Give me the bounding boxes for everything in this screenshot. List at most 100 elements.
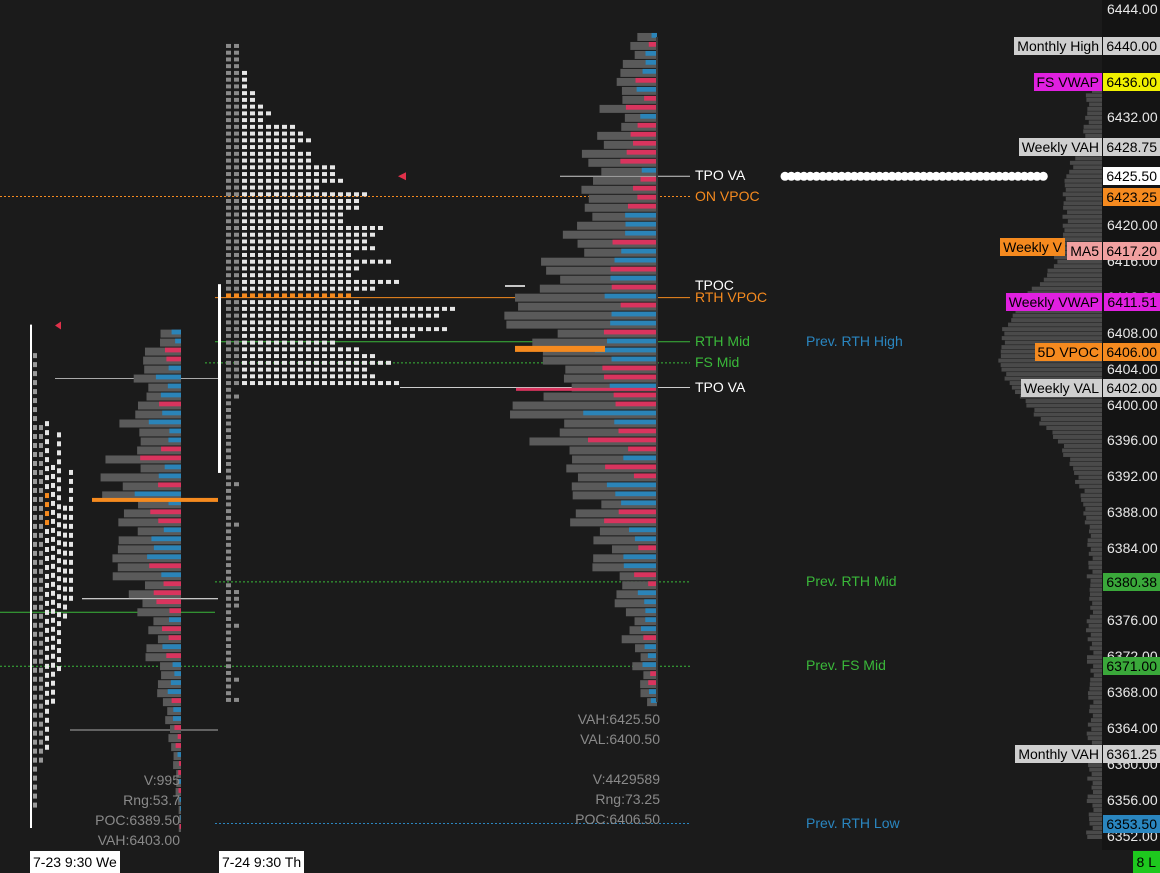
tpo-block xyxy=(322,333,327,338)
dot-marker xyxy=(900,171,910,181)
tpo-block xyxy=(39,460,43,466)
tpo-block xyxy=(274,259,279,264)
price-tag-value: 6402.00 xyxy=(1103,378,1160,397)
composite-bar xyxy=(1084,520,1102,525)
tpo-block xyxy=(226,583,231,588)
tpo-block xyxy=(362,259,367,264)
tpo-block xyxy=(266,327,271,332)
composite-bar xyxy=(1086,619,1102,624)
tpo-block xyxy=(290,246,295,251)
tpo-block xyxy=(258,219,263,224)
composite-bar xyxy=(1090,677,1102,682)
composite-bar xyxy=(1088,120,1102,125)
tpo-block xyxy=(274,124,279,129)
dot-marker xyxy=(843,171,853,181)
composite-bar xyxy=(1088,551,1102,556)
delta-bar xyxy=(610,275,657,281)
tpo-block xyxy=(45,546,49,552)
composite-bar xyxy=(1000,363,1102,368)
tpo-block xyxy=(51,608,55,614)
tpo-block xyxy=(314,219,319,224)
tpo-block xyxy=(274,246,279,251)
tpo-block xyxy=(234,697,239,702)
volume-bar xyxy=(643,671,657,680)
volume-bar xyxy=(601,167,657,176)
tpo-block xyxy=(282,199,287,204)
tpo-block xyxy=(450,306,455,311)
tpo-block xyxy=(282,313,287,318)
tpo-block xyxy=(250,158,255,163)
volume-bar xyxy=(504,311,657,320)
tpo-block xyxy=(69,559,73,565)
tpo-block xyxy=(306,165,311,170)
tpo-block xyxy=(242,219,247,224)
tpo-block xyxy=(322,165,327,170)
tpo-block xyxy=(282,306,287,311)
tpo-block xyxy=(290,165,295,170)
tpo-block xyxy=(242,178,247,183)
tpo-block xyxy=(266,347,271,352)
tpo-block xyxy=(226,603,231,608)
tpo-block xyxy=(266,124,271,129)
volume-bar xyxy=(140,464,181,473)
delta-bar xyxy=(618,509,657,515)
tpo-block xyxy=(338,327,343,332)
volume-bar xyxy=(178,806,181,815)
tpo-block xyxy=(282,185,287,190)
tpo-block xyxy=(330,293,335,298)
tpo-block xyxy=(306,246,311,251)
tpo-block xyxy=(250,178,255,183)
delta-bar xyxy=(179,824,181,829)
tpo-block xyxy=(282,333,287,338)
delta-bar xyxy=(614,419,657,425)
tpo-block xyxy=(330,374,335,379)
tpo-block xyxy=(290,252,295,257)
tpo-block xyxy=(274,252,279,257)
tpo-block xyxy=(258,225,263,230)
price-axis-tick-label: 6444.00 xyxy=(1107,1,1158,17)
tpo-block xyxy=(338,300,343,305)
dot-marker xyxy=(988,171,998,181)
composite-bar xyxy=(1063,201,1102,206)
delta-bar xyxy=(636,86,657,92)
tpo-block xyxy=(63,514,67,520)
volume-bar xyxy=(588,194,657,203)
delta-bar xyxy=(163,581,181,587)
tpo-block xyxy=(39,559,43,565)
delta-bar xyxy=(609,383,657,389)
price-tag-value: 6440.00 xyxy=(1103,36,1160,55)
tpo-block xyxy=(226,576,231,581)
delta-bar xyxy=(620,158,657,164)
tpo-block xyxy=(378,259,383,264)
tpo-block xyxy=(418,327,423,332)
composite-bar xyxy=(1090,605,1102,610)
tpo-block xyxy=(394,381,399,386)
tpo-block xyxy=(338,320,343,325)
tpo-block xyxy=(290,360,295,365)
composite-bar xyxy=(1085,133,1102,138)
tpo-block xyxy=(282,158,287,163)
tpo-block xyxy=(250,111,255,116)
tpo-block xyxy=(51,473,55,479)
tpo-block xyxy=(51,617,55,623)
tpo-block xyxy=(250,185,255,190)
tpo-block xyxy=(234,252,239,257)
composite-bar xyxy=(1069,160,1102,165)
session2-stats: V:4429589 Rng:73.25 POC:6406.50 xyxy=(540,769,660,829)
tpo-block xyxy=(378,381,383,386)
tpo-block xyxy=(226,374,231,379)
delta-bar xyxy=(645,50,657,56)
tpo-block xyxy=(346,246,351,251)
session1-poc: POC:6389.50 xyxy=(95,812,180,828)
tpo-block xyxy=(274,192,279,197)
volume-bar xyxy=(137,446,181,455)
tpo-block xyxy=(33,523,37,529)
tpo-block xyxy=(306,381,311,386)
composite-bar xyxy=(1090,583,1102,588)
tpo-block xyxy=(242,374,247,379)
composite-bar xyxy=(1053,434,1102,439)
composite-bar xyxy=(1089,102,1102,107)
level-label: TPO VA xyxy=(695,378,746,395)
tpo-block xyxy=(282,273,287,278)
volume-bar xyxy=(138,500,181,509)
